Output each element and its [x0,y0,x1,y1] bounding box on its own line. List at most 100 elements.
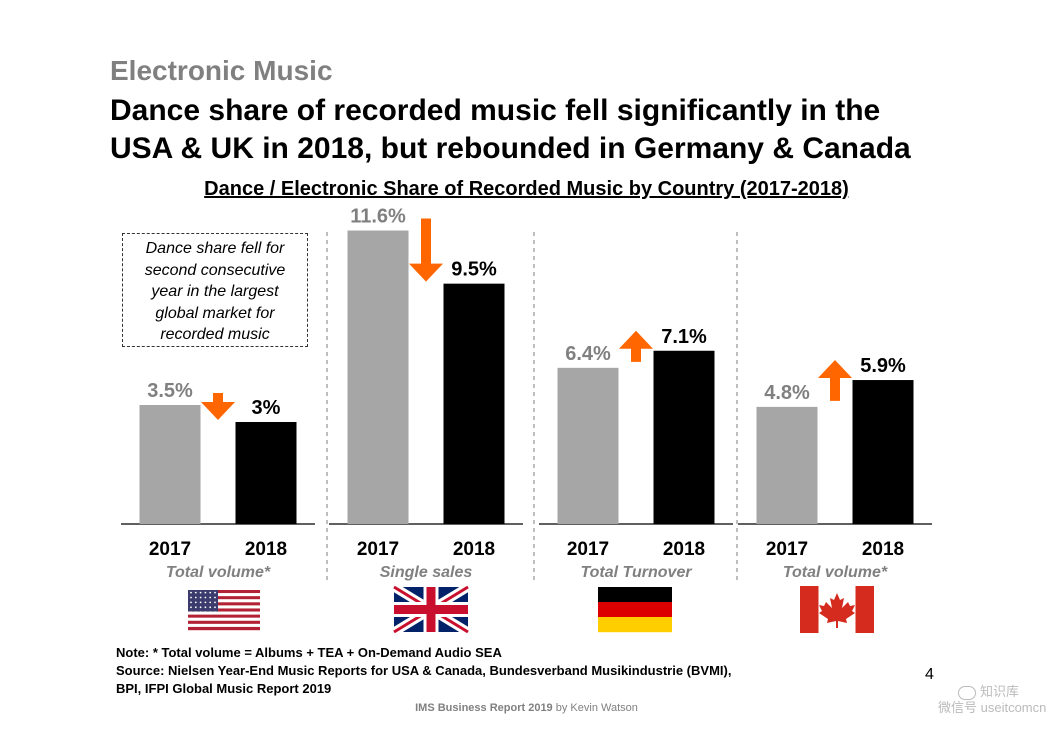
flag-star [214,596,216,599]
arrow-up-icon [619,330,653,362]
flag-cross-red [394,605,468,614]
flag-star [199,611,202,614]
flag-star [209,601,212,604]
annotation-line: Dance share fell for [145,240,285,257]
bar [852,380,914,524]
tick-label: 2017 [567,539,609,560]
flag-stripe [598,617,672,633]
footer-author: by Kevin Watson [552,702,638,714]
flag-stripe [188,596,260,600]
flag-star [199,596,202,599]
flag-stripe [598,587,672,603]
bar [557,367,619,524]
source-line-2: BPI, IFPI Global Music Report 2019 [116,681,332,696]
chart-title: Dance / Electronic Share of Recorded Mus… [0,178,1053,201]
flag-star [214,611,216,614]
flag-star [190,596,192,599]
tick-label: 2018 [862,539,904,560]
flag-star [204,591,207,594]
flag-star [199,601,202,604]
annotation-box: Dance share fell for second consecutive … [122,233,308,347]
annotation-line: year in the largest [151,283,279,300]
flag-stripe [188,614,260,618]
flag-stripe [188,590,260,594]
footer: IMS Business Report 2019 by Kevin Watson [0,702,1053,714]
uk-flag [391,583,471,636]
flag-stripe [188,623,260,628]
germany-flag [598,587,672,633]
data-label: 7.1% [661,326,707,348]
flag-star [199,591,202,594]
headline: Dance share of recorded music fell signi… [110,92,1010,168]
flag-star [204,596,207,599]
data-label: 3.5% [147,380,193,402]
flag-stripe [188,608,260,612]
flag-star [204,611,207,614]
flag-star [190,611,192,614]
headline-line-2: USA & UK in 2018, but rebounded in Germa… [110,132,911,165]
watermark: 知识库 微信号 useitcomcn [938,684,1046,716]
flag-star [199,606,202,609]
usa-flag [188,590,260,631]
data-label: 5.9% [860,355,906,377]
flag-star [194,601,197,604]
flag-band [855,586,874,633]
flag-star [194,591,197,594]
flag-star [209,611,212,614]
flag-stripe [188,626,260,631]
flag-star [194,606,197,609]
arrow-down-icon [409,218,443,282]
metric-label: Single sales [380,564,473,581]
flag-star [209,606,212,609]
watermark-line-1: 知识库 [980,684,1020,699]
tick-label: 2018 [453,539,495,560]
bar [235,422,297,524]
watermark-line-2: 微信号 useitcomcn [938,700,1047,715]
data-label: 9.5% [451,259,497,281]
flag-stripe [598,602,672,618]
footer-report: IMS Business Report 2019 [415,702,553,714]
flag-band [800,586,819,633]
tick-label: 2017 [149,539,191,560]
metric-label: Total Turnover [580,564,692,581]
flag-stripe [188,605,260,609]
flag-star [214,601,216,604]
tick-label: 2018 [663,539,705,560]
maple-leaf-icon [819,593,855,628]
data-label: 4.8% [764,382,810,404]
tick-label: 2017 [357,539,399,560]
flag-stripe [188,620,260,625]
annotation-line: global market for [155,304,275,322]
flag-stripe [188,593,260,597]
source-line-1: Source: Nielsen Year-End Music Reports f… [116,663,732,678]
data-label: 3% [252,397,281,419]
bar [756,406,818,524]
flag-stripe [188,602,260,606]
flag-stripe [188,599,260,603]
flag-stripe [188,611,260,615]
bar [653,350,715,524]
annotation-line: second consecutive [144,261,286,279]
data-label: 11.6% [350,206,406,228]
headline-line-1: Dance share of recorded music fell signi… [110,94,881,127]
page-number: 4 [925,666,934,683]
tick-label: 2018 [245,539,287,560]
flag-star [194,611,197,614]
metric-label: Total volume* [783,564,888,581]
flag-star [209,591,212,594]
bar [347,230,409,524]
flag-star [190,606,192,609]
flag-star [190,591,192,594]
annotation-line: recorded music [160,326,270,343]
canada-flag [800,586,874,633]
flag-star [214,606,216,609]
bar [139,405,201,524]
flag-star [214,591,216,594]
note: Note: * Total volume = Albums + TEA + On… [116,645,502,660]
flag-star [204,606,207,609]
flag-star [194,596,197,599]
flag-canton [188,590,218,612]
flag-star [204,601,207,604]
chart-title-text: Dance / Electronic Share of Recorded Mus… [204,178,849,200]
